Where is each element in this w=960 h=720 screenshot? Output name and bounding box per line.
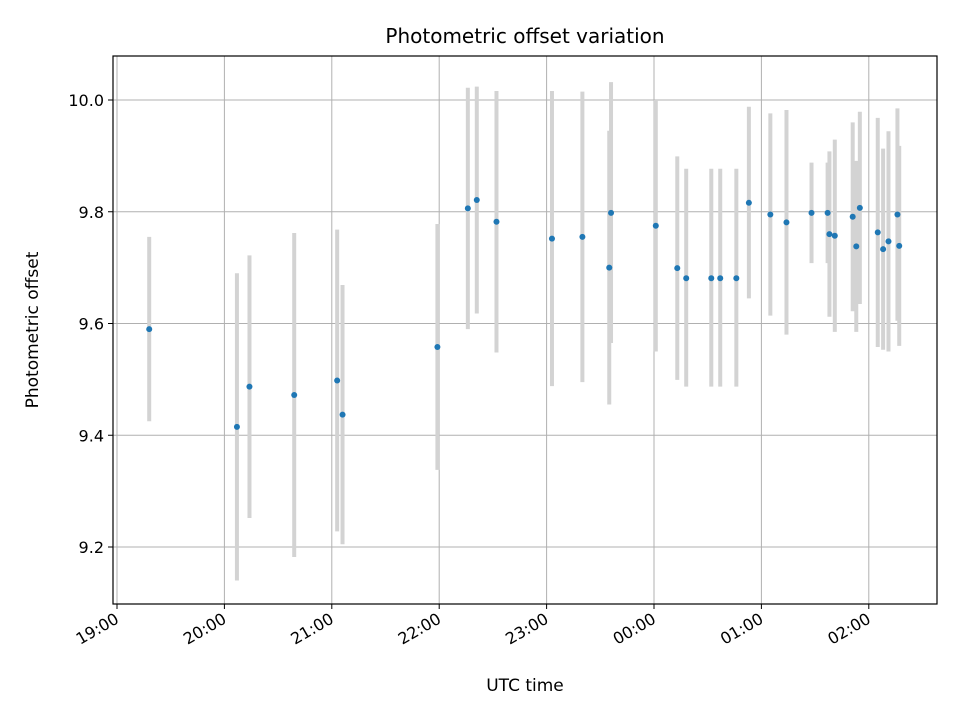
y-axis: 9.2 9.4 9.6 9.8 10.0: [68, 91, 113, 557]
data-point: [717, 275, 724, 282]
data-point: [894, 211, 901, 218]
data-point: [434, 343, 441, 350]
data-point: [880, 246, 887, 253]
data-point: [146, 326, 153, 333]
y-tick-label: 9.6: [79, 315, 104, 334]
data-point: [473, 197, 480, 204]
data-point: [548, 235, 555, 242]
data-point: [652, 222, 659, 229]
data-point: [733, 275, 740, 282]
data-point: [826, 231, 833, 238]
y-axis-label: Photometric offset: [23, 251, 43, 408]
data-points: [146, 197, 903, 430]
data-point: [808, 209, 815, 216]
data-point: [831, 232, 838, 239]
data-point: [334, 377, 341, 384]
x-tick-label: 02:00: [824, 609, 873, 649]
data-point: [674, 265, 681, 272]
data-point: [246, 383, 253, 390]
data-point: [874, 229, 881, 236]
x-tick-label: 22:00: [395, 609, 444, 649]
x-tick-label: 00:00: [610, 609, 659, 649]
x-tick-label: 01:00: [717, 609, 766, 649]
x-tick-label: 23:00: [502, 609, 551, 649]
y-tick-label: 9.8: [79, 203, 104, 222]
data-point: [493, 218, 500, 225]
data-point: [885, 238, 892, 245]
chart-title: Photometric offset variation: [385, 24, 664, 48]
data-point: [683, 275, 690, 282]
data-point: [824, 209, 831, 216]
data-point: [767, 211, 774, 218]
data-point: [339, 411, 346, 418]
data-point: [233, 423, 240, 430]
data-point: [464, 205, 471, 212]
data-point: [606, 264, 613, 271]
x-tick-label: 19:00: [73, 609, 122, 649]
data-point: [608, 209, 615, 216]
x-tick-label: 20:00: [180, 609, 229, 649]
data-point: [856, 204, 863, 211]
data-point: [745, 199, 752, 206]
x-tick-label: 21:00: [287, 609, 336, 649]
y-tick-label: 9.4: [79, 426, 104, 445]
data-point: [708, 275, 715, 282]
data-point: [853, 243, 860, 250]
y-tick-label: 10.0: [68, 91, 104, 110]
data-point: [896, 242, 903, 249]
error-bars: [147, 82, 902, 581]
x-axis: 19:00 20:00 21:00 22:00 23:00 00:00 01:00 02:00: [73, 604, 874, 649]
data-point: [783, 219, 790, 226]
y-tick-label: 9.2: [79, 538, 104, 557]
plot-frame: [112, 55, 938, 605]
x-axis-label: UTC time: [486, 676, 564, 696]
data-point: [849, 213, 856, 220]
data-point: [291, 392, 298, 399]
data-point: [579, 233, 586, 240]
